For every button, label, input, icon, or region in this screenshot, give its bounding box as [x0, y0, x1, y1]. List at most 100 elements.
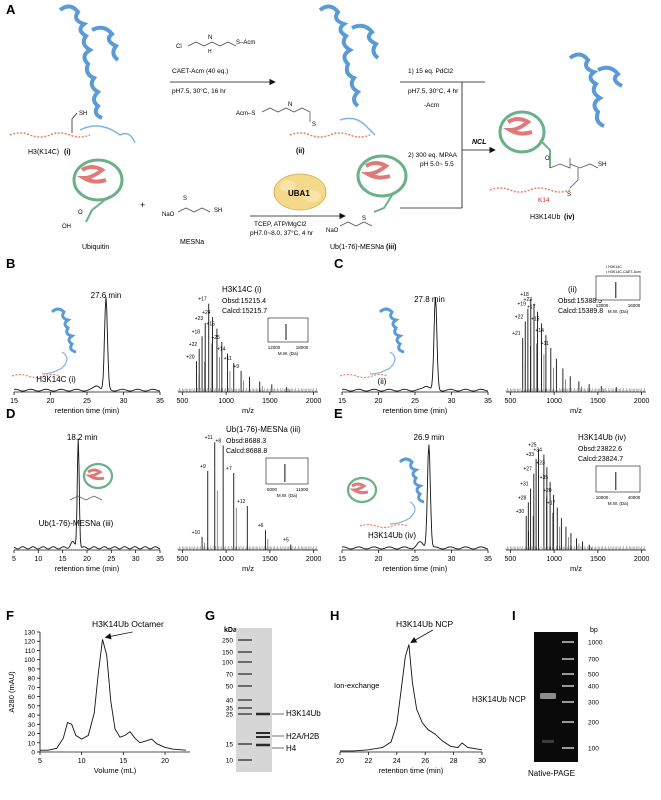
d-ms-charge-label: +5: [283, 538, 289, 544]
product-label: H3K14Ub: [530, 214, 560, 221]
h3k14ub-product-structure: O SH S K14: [489, 52, 623, 204]
c-loop: [369, 351, 396, 375]
band-label-h2a-h2b: H2A/H2B: [286, 732, 319, 741]
sample-band: [256, 736, 270, 738]
h3-label: H3(K14C): [28, 149, 59, 156]
e-ms-charge-label: +31: [520, 482, 529, 488]
c-inset-tick: 16000: [628, 303, 641, 308]
e-hplc-tick-label: 15: [338, 556, 346, 563]
b-helix: [50, 307, 77, 354]
kda-ladder-label: 150: [222, 650, 233, 657]
kda-ladder-label: 25: [226, 712, 234, 719]
step-2b: pH 5.0~ 5.5: [420, 161, 454, 168]
h-tick-label: 20: [336, 758, 344, 765]
c-sample-label: (ii): [378, 377, 387, 386]
c-hplc-chart: 27.8 min 15 20 25 30 35 retention time (min) (i…: [338, 295, 492, 415]
hplc-trace: [13, 438, 161, 550]
e-ms-charge-label: +34: [533, 448, 542, 454]
c-ms-charge-label: +15: [531, 316, 540, 322]
d-hplc-tick-label: 10: [34, 556, 42, 563]
ladder-band: [238, 713, 252, 715]
e-ub-helix: [349, 482, 369, 495]
e-sample-label: H3K14Ub (iv): [368, 531, 416, 540]
h-tick-label: 24: [393, 758, 401, 765]
iii-label: (iii): [386, 244, 397, 251]
i-ladder-band: [562, 641, 574, 643]
d-hplc-x-label: retention time (min): [55, 564, 120, 573]
h-trace: [340, 644, 483, 752]
b-ms-charge-label: +17: [198, 297, 207, 303]
f-y-label: A280 (mAU): [7, 671, 16, 713]
e-ms-chart: +30 +28 +31 +27 +33 +25+34 +23 +35 +20 +17 500 1000…: [505, 433, 650, 573]
acm-s-label: Acm–S: [236, 111, 255, 117]
e-ms-charge-label: +27: [523, 467, 532, 473]
d-peak-time: 18.2 min: [67, 433, 98, 442]
kda-ladder-label: 35: [226, 706, 234, 713]
b-ms-tick-label: 500: [177, 398, 189, 405]
ladder-band: [238, 661, 252, 663]
panel-letter-a: A: [6, 2, 16, 17]
e-ms-charge-label: +23: [536, 460, 545, 466]
d-hplc-tick-label: 30: [132, 556, 140, 563]
b-tail: [11, 373, 61, 379]
c-ms-charge-label: +14: [535, 328, 544, 334]
kda-ladder-label: 15: [226, 742, 234, 749]
h-method-label: Ion-exchange: [334, 681, 379, 690]
f-y-tick-label: 110: [25, 648, 36, 655]
condition-2a: TCEP, ATP/MgCl2: [254, 221, 307, 228]
panel-h: H 20 22 24 26 28 30 retention time (min) H3K14U…: [330, 608, 486, 775]
b-obsd: Obsd:15215.4: [222, 298, 266, 305]
d-mesna-link: [69, 495, 103, 501]
ub-mesna-label: Ub(1-76)-MESNa: [330, 244, 384, 251]
ladder-band: [238, 651, 252, 653]
bp-ladder-label: 700: [588, 657, 599, 664]
c-ms-charge-label: +19: [517, 302, 526, 308]
panel-d: D 18.2 min 5 10 15 20 25 30 35 retention time (m…: [6, 406, 322, 573]
b-ms-charge-label: +20: [186, 354, 195, 360]
c-ms-title: (ii): [568, 285, 577, 294]
d-ms-tick-label: 500: [177, 556, 189, 563]
c-ms-charge-label: +23: [524, 297, 533, 303]
b-ms-charge-label: +15: [206, 322, 215, 328]
d-ms-charge-label: +11: [205, 435, 213, 441]
oh-label: OH: [62, 224, 71, 230]
c-obsd: Obsd:15388.5: [558, 298, 602, 305]
d-sample-label: Ub(1-76)-MESNa (iii): [39, 519, 114, 528]
nao-label: NaO: [162, 212, 175, 218]
panel-letter-h: H: [330, 608, 339, 623]
h-tick-label: 22: [365, 758, 373, 765]
ncl-label: NCL: [472, 139, 486, 146]
b-ms-x-label: m/z: [242, 406, 254, 415]
d-ms-tick-label: 1500: [262, 556, 278, 563]
b-ms-charge-label: +14: [217, 347, 226, 353]
panel-b: B 27.6 min 15 20 25 30 35 retention time (min)…: [6, 256, 322, 415]
e-ms-x-label: m/z: [570, 564, 582, 573]
ladder-band: [238, 699, 252, 701]
n-label: N: [208, 35, 212, 41]
b-inset-tick: 18000: [296, 345, 309, 350]
f-annotation-arrow: [104, 631, 133, 640]
d-ms-charge-label: +7: [226, 466, 232, 472]
o-label-ub: O: [78, 210, 83, 216]
b-ms-charge-label: +11: [224, 356, 232, 362]
f-y-tick-label: 0: [31, 750, 35, 757]
mesna-structure: NaO S SH: [162, 196, 222, 218]
b-ms-chart: +20 +22 +18 +23 +17 +24 +15 +25 +14 +11+9 500 1000 1…: [177, 285, 322, 415]
f-x-label: Volume (mL): [94, 766, 137, 775]
sample-band: [256, 712, 270, 716]
c-hplc-tick-label: 20: [375, 398, 383, 405]
d-ms-charge-label: +6: [258, 523, 264, 529]
b-calcd: Calcd:15215.7: [222, 308, 267, 315]
h-tick-label: 30: [478, 758, 486, 765]
b-sample-label: H3K14C (i): [36, 375, 76, 384]
panel-letter-e: E: [334, 406, 343, 421]
plus-sign: +: [140, 200, 145, 210]
d-ms-tick-label: 2000: [306, 556, 322, 563]
c-ms-tick-label: 1000: [546, 398, 562, 405]
s-label-ubmesna: S: [362, 216, 366, 222]
c-ms-charge-label: +21: [512, 331, 521, 337]
f-y-tick-label: 120: [24, 639, 35, 646]
panel-letter-i: I: [512, 608, 516, 623]
